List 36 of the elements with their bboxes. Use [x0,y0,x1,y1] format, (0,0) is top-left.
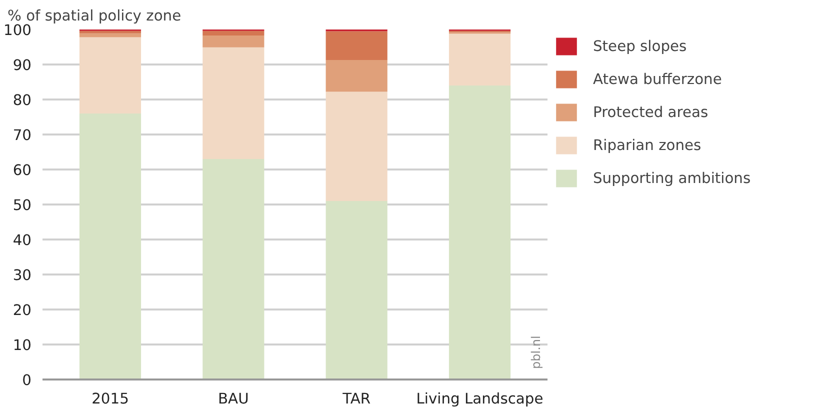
bar [326,92,388,201]
legend-label: Atewa bufferzone [593,70,722,88]
legend-label: Protected areas [593,104,708,120]
bar [202,159,264,380]
x-tick-label: Living Landscape [416,390,544,408]
bar [79,30,142,34]
bar [79,37,142,114]
y-tick-label: 20 [12,302,32,319]
y-tick-label: 0 [22,372,32,389]
bar [79,114,142,380]
bar [326,60,388,92]
x-tick-label: BAU [218,390,249,408]
y-tick-label: 70 [12,127,32,144]
bar [448,86,511,380]
y-tick-label: 10 [12,337,32,354]
y-tick-label: 30 [12,267,32,284]
bar [326,31,388,60]
y-tick-label: 50 [12,197,32,214]
legend-label: Supporting ambitions [593,170,751,186]
legend-label: Riparian zones [593,136,702,154]
x-tick-label: TAR [342,390,371,408]
y-axis-title: % of spatial policy zone [8,8,182,24]
bar [202,47,264,159]
bar [326,201,388,380]
y-tick-label: 90 [12,57,32,74]
y-tick-label: 40 [12,232,32,249]
y-tick-label: 60 [12,162,32,179]
bar [448,34,511,86]
bar [202,35,264,48]
bar [79,33,142,38]
bar [202,30,264,36]
legend-label: Steep slopes [593,38,687,54]
annotation: pbl.nl [529,336,544,369]
y-tick-label: 100 [4,22,32,39]
x-tick-label: 2015 [92,390,129,408]
y-tick-label: 80 [12,92,32,109]
